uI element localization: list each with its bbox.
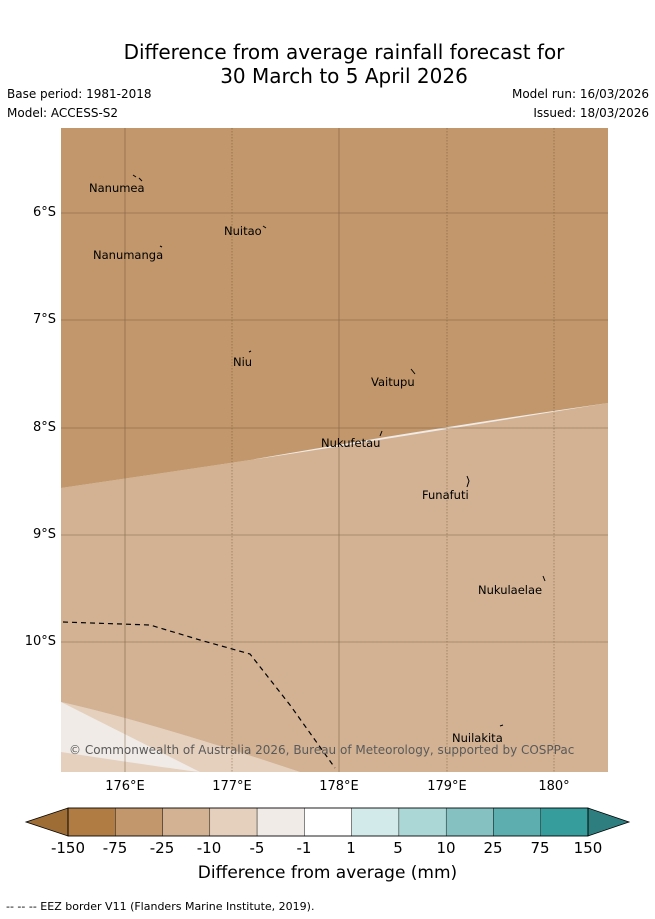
- eez-footnote: -- -- -- EEZ border V11 (Flanders Marine…: [6, 900, 315, 913]
- place-label-nuitao: Nuitao: [224, 224, 262, 238]
- lon-tick-176e: 176°E: [105, 779, 145, 794]
- island-vaitupu: [410, 368, 416, 375]
- colorbar-label: -10: [196, 839, 222, 857]
- map-panel: [61, 128, 608, 772]
- colorbar-label: 1: [346, 839, 356, 857]
- colorbar-over-arrow: [587, 807, 631, 837]
- colorbar-segments: [67, 807, 589, 837]
- island-nanumea: [132, 174, 143, 182]
- lon-tick-179e: 179°E: [427, 779, 467, 794]
- colorbar-segment: [67, 807, 116, 837]
- colorbar-label: -1: [296, 839, 312, 857]
- place-label-funafuti: Funafuti: [422, 488, 469, 502]
- lat-tick-10s: 10°S: [24, 634, 56, 649]
- colorbar-segment: [209, 807, 258, 837]
- lon-tick-177e: 177°E: [212, 779, 252, 794]
- zone-minus-10-to-5-band: [61, 702, 300, 772]
- lon-tick-178e: 178°E: [319, 779, 359, 794]
- colorbar-label: 5: [393, 839, 403, 857]
- lat-tick-8s: 8°S: [32, 420, 56, 435]
- colorbar-segment: [304, 807, 352, 837]
- model-name: Model: ACCESS-S2: [7, 106, 119, 120]
- place-label-niu: Niu: [233, 355, 253, 369]
- colorbar-segment: [115, 807, 163, 837]
- island-nanumanga: [159, 245, 163, 248]
- island-niu: [248, 350, 252, 353]
- island-shapes: [132, 174, 546, 727]
- colorbar-outline: [67, 807, 589, 837]
- model-run-date: Model run: 16/03/2026: [511, 87, 649, 101]
- lat-tick-7s: 7°S: [32, 312, 56, 327]
- colorbar: [24, 807, 631, 837]
- island-nuilakita: [499, 724, 504, 727]
- place-label-vaitupu: Vaitupu: [371, 375, 415, 389]
- colorbar-segment: [493, 807, 541, 837]
- place-label-nanumea: Nanumea: [89, 181, 145, 195]
- island-nuitao: [262, 225, 267, 229]
- colorbar-label: 10: [436, 839, 456, 857]
- colorbar-label: -25: [149, 839, 175, 857]
- place-label-nukufetau: Nukufetau: [321, 436, 381, 450]
- colorbar-title: Difference from average (mm): [197, 863, 458, 883]
- island-nukulaelae: [542, 575, 546, 582]
- copyright-notice: © Commonwealth of Australia 2026, Bureau…: [69, 743, 575, 757]
- island-nukufetau: [379, 430, 383, 437]
- place-label-nanumanga: Nanumanga: [93, 248, 164, 262]
- grid-lines: [61, 128, 608, 772]
- chart-title-line-2: 30 March to 5 April 2026: [220, 64, 468, 88]
- colorbar-segment: [540, 807, 589, 837]
- place-label-nukulaelae: Nukulaelae: [478, 583, 543, 597]
- colorbar-label: -150: [50, 839, 86, 857]
- place-label-nuilakita: Nuilakita: [452, 731, 503, 745]
- island-funafuti: [466, 475, 470, 488]
- colorbar-label: -5: [249, 839, 265, 857]
- lat-tick-6s: 6°S: [32, 205, 56, 220]
- chart-title-line-1: Difference from average rainfall forecas…: [123, 40, 565, 64]
- colorbar-segment: [162, 807, 211, 837]
- colorbar-under-arrow: [24, 807, 69, 837]
- eez-border: [62, 621, 336, 769]
- colorbar-label: -75: [102, 839, 128, 857]
- colorbar-label: 150: [573, 839, 603, 857]
- zone-minus-25-to-10: [61, 403, 608, 772]
- base-period: Base period: 1981-2018: [7, 87, 152, 101]
- colorbar-segment: [445, 807, 494, 837]
- zone-minus-75-to-25: [61, 128, 608, 488]
- lat-tick-9s: 9°S: [32, 527, 56, 542]
- colorbar-segment: [256, 807, 305, 837]
- colorbar-segment: [351, 807, 400, 837]
- colorbar-segment: [398, 807, 447, 837]
- lon-tick-180: 180°: [538, 779, 570, 794]
- issued-date: Issued: 18/03/2026: [533, 106, 649, 120]
- colorbar-label: 75: [530, 839, 550, 857]
- colorbar-label: 25: [483, 839, 503, 857]
